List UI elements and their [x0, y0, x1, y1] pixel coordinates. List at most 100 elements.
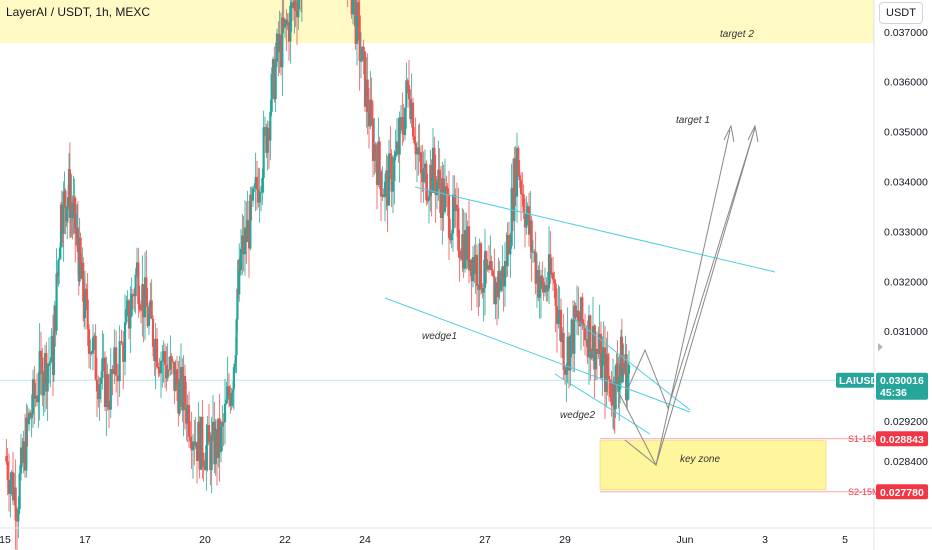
- candle: [417, 147, 420, 155]
- candle: [530, 220, 533, 253]
- candle: [561, 332, 564, 342]
- candle: [455, 204, 459, 208]
- candle: [25, 417, 28, 471]
- x-tick-label: 27: [479, 534, 491, 546]
- candle: [577, 310, 580, 323]
- candle: [75, 232, 78, 234]
- price-axis[interactable]: [874, 0, 932, 550]
- candle: [535, 270, 539, 284]
- candle: [586, 339, 589, 358]
- y-tick-label: 0.036000: [884, 77, 928, 89]
- candle: [127, 300, 131, 329]
- candle: [433, 147, 436, 176]
- candle: [443, 186, 447, 212]
- candle: [282, 17, 285, 28]
- candle: [26, 417, 29, 425]
- candle: [87, 329, 91, 354]
- y-tick-label: 0.033000: [884, 226, 928, 238]
- candle: [126, 300, 129, 309]
- candle: [426, 200, 429, 202]
- candle: [521, 194, 524, 196]
- candle: [526, 206, 529, 215]
- candle: [519, 180, 523, 195]
- candle: [230, 392, 233, 406]
- price-axis-arrow-icon[interactable]: [878, 343, 883, 351]
- currency-unit-button[interactable]: USDT: [879, 2, 923, 24]
- candle: [387, 153, 391, 206]
- s1-15m-tag: [876, 431, 928, 447]
- candle: [182, 375, 185, 411]
- candle: [454, 204, 457, 212]
- candle: [123, 322, 127, 362]
- candle: [41, 357, 44, 396]
- candle: [350, 0, 353, 15]
- candle: [183, 375, 187, 406]
- candle: [570, 319, 573, 336]
- candle: [505, 261, 508, 267]
- candle: [557, 314, 560, 324]
- candle: [407, 85, 411, 100]
- candle: [581, 297, 584, 324]
- key-zone-label: key zone: [680, 454, 720, 465]
- candle: [194, 442, 197, 447]
- candle: [438, 169, 441, 190]
- candle: [566, 336, 569, 368]
- candle: [223, 403, 227, 423]
- candle: [385, 170, 388, 182]
- wedge2-upper-line: [572, 317, 691, 411]
- candle: [98, 383, 101, 400]
- candle: [601, 353, 604, 378]
- candle: [279, 34, 283, 68]
- candle: [31, 379, 35, 415]
- candle: [86, 299, 89, 330]
- symbol-tag: [836, 372, 874, 388]
- target-1-arrowhead: [723, 124, 735, 143]
- candle: [559, 309, 563, 342]
- y-tick-label: 0.031000: [884, 326, 928, 338]
- candle: [33, 379, 36, 400]
- candle: [242, 235, 245, 255]
- candle: [620, 336, 623, 382]
- candle: [450, 233, 453, 241]
- candle: [102, 357, 105, 359]
- candle: [206, 425, 209, 446]
- candle: [232, 367, 235, 390]
- candle: [502, 266, 505, 287]
- candle: [233, 363, 236, 368]
- candle: [473, 256, 476, 275]
- candle: [563, 369, 567, 375]
- candle: [273, 59, 276, 100]
- candle: [287, 21, 291, 42]
- candle: [46, 365, 49, 392]
- candle: [627, 365, 631, 374]
- candle: [386, 170, 389, 206]
- candle: [603, 347, 607, 392]
- current-price-label: 0.030016: [880, 375, 924, 387]
- candle: [217, 418, 220, 458]
- candle: [297, 0, 300, 18]
- candle: [258, 192, 261, 203]
- candle: [118, 341, 121, 382]
- candle: [399, 117, 403, 119]
- candle: [203, 467, 207, 470]
- chart-title[interactable]: LayerAI / USDT, 1h, MEXC: [6, 5, 151, 19]
- candle: [19, 447, 23, 474]
- candle: [605, 354, 608, 392]
- candle: [30, 414, 33, 419]
- candle: [9, 480, 12, 494]
- candle: [549, 254, 552, 275]
- candle: [174, 369, 177, 391]
- candle: [439, 189, 443, 219]
- candle: [539, 275, 543, 289]
- candle: [185, 405, 188, 424]
- x-tick-label: 17: [79, 534, 91, 546]
- candle: [573, 305, 576, 354]
- candle: [610, 397, 613, 406]
- candle: [243, 227, 247, 255]
- candle: [373, 144, 376, 161]
- candle: [285, 19, 288, 26]
- candle: [602, 347, 605, 354]
- candle: [435, 182, 439, 196]
- candle: [235, 319, 238, 356]
